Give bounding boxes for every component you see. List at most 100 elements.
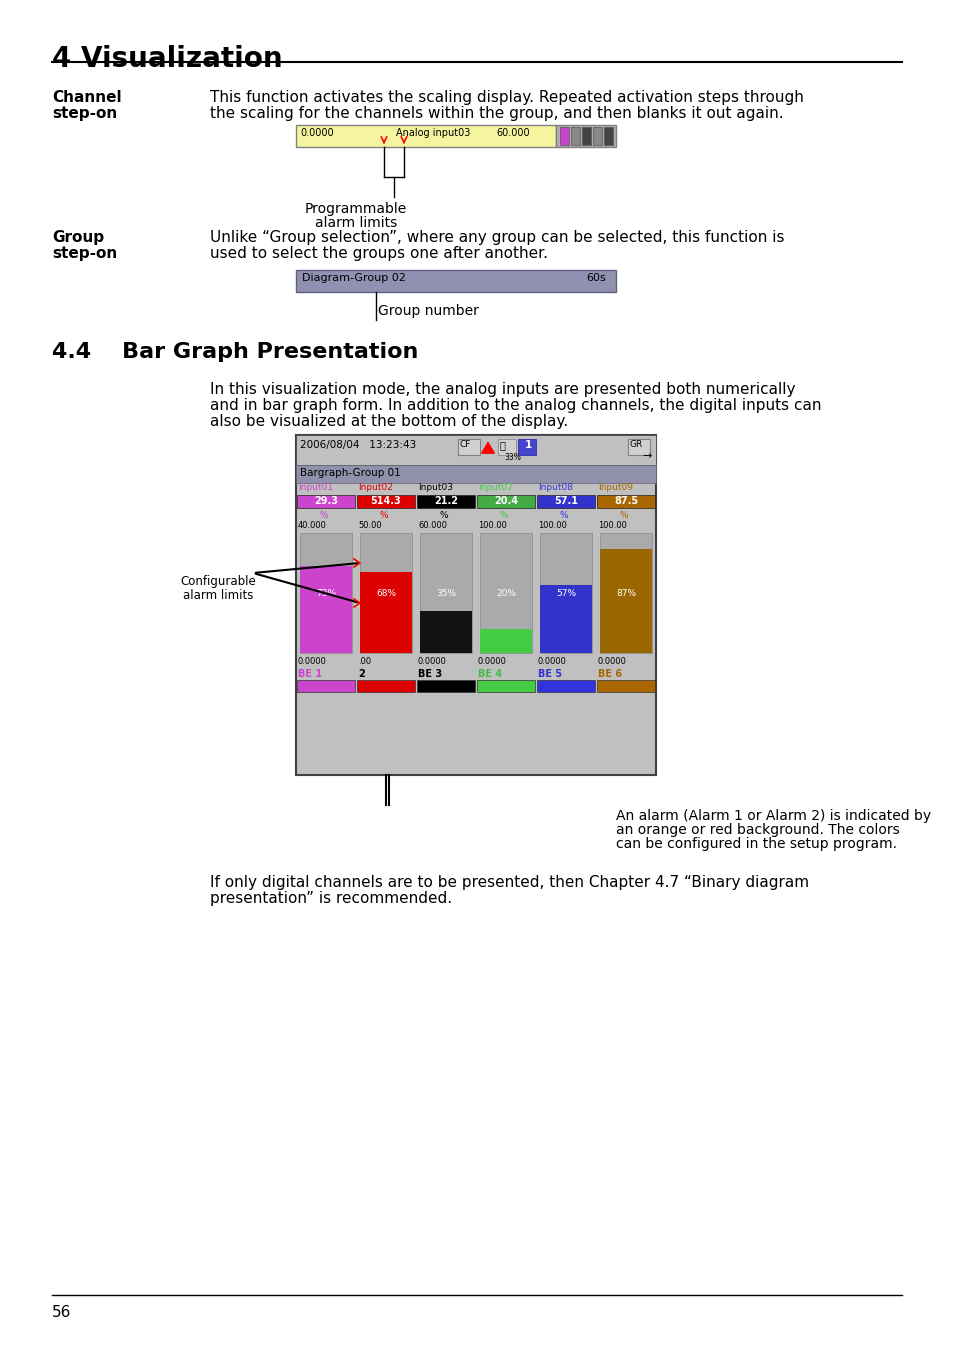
Text: Group: Group [52,230,104,244]
Text: →: → [641,451,651,460]
Text: %: % [559,512,568,520]
Bar [299,533,352,653]
Text: alarm limits: alarm limits [314,216,396,230]
Text: 0.0000: 0.0000 [417,657,446,666]
Text: BE 1: BE 1 [297,670,322,679]
Bar [476,680,535,693]
Text: 0.0000: 0.0000 [299,128,334,138]
Text: an orange or red background. The colors: an orange or red background. The colors [616,824,899,837]
Text: 514.3: 514.3 [370,495,401,506]
Bar [419,533,472,653]
Text: 60.000: 60.000 [496,128,529,138]
Text: 100.00: 100.00 [598,521,626,531]
Text: Input08: Input08 [537,483,573,491]
Text: .00: .00 [357,657,371,666]
Text: 60.000: 60.000 [417,521,447,531]
Bar [597,495,655,508]
Text: If only digital channels are to be presented, then Chapter 4.7 “Binary diagram: If only digital channels are to be prese… [210,875,808,890]
Text: 50.00: 50.00 [357,521,381,531]
Bar [571,127,579,144]
Text: Channel: Channel [52,90,121,105]
Text: 2006/08/04   13:23:43: 2006/08/04 13:23:43 [299,440,416,450]
Bar [627,439,649,455]
Text: step-on: step-on [52,107,117,122]
Text: 🔒: 🔒 [499,440,505,450]
Text: BE 5: BE 5 [537,670,561,679]
Bar [603,127,613,144]
Bar [559,127,568,144]
Bar [359,533,412,653]
Bar [593,127,601,144]
Bar [295,126,556,147]
Text: used to select the groups one after another.: used to select the groups one after anot… [210,246,547,261]
Text: 40.000: 40.000 [297,521,327,531]
Text: 57%: 57% [556,589,576,598]
Text: 68%: 68% [375,589,395,598]
Text: 29.3: 29.3 [314,495,337,506]
Text: An alarm (Alarm 1 or Alarm 2) is indicated by: An alarm (Alarm 1 or Alarm 2) is indicat… [616,809,930,824]
Bar [295,435,656,464]
Bar [296,495,355,508]
Bar [356,680,415,693]
Text: 4 Visualization: 4 Visualization [52,45,282,73]
Text: Input09: Input09 [598,483,633,491]
Text: 0.0000: 0.0000 [598,657,626,666]
Bar [416,680,475,693]
Text: BE 4: BE 4 [477,670,501,679]
Polygon shape [481,443,494,454]
Text: the scaling for the channels within the group, and then blanks it out again.: the scaling for the channels within the … [210,107,782,122]
Bar [599,549,651,653]
Text: BE 3: BE 3 [417,670,441,679]
Bar [479,533,532,653]
Text: also be visualized at the bottom of the display.: also be visualized at the bottom of the … [210,414,568,429]
Bar [295,435,656,775]
Text: 0.0000: 0.0000 [477,657,506,666]
Bar [457,439,479,455]
Text: 57.1: 57.1 [554,495,578,506]
Text: 1: 1 [524,440,532,450]
Text: %: % [619,512,628,520]
Text: 73%: 73% [315,589,335,598]
Text: 87%: 87% [616,589,636,598]
Text: presentation” is recommended.: presentation” is recommended. [210,891,452,906]
Bar [597,680,655,693]
Text: 2: 2 [357,670,364,679]
Text: 60s: 60s [585,273,605,284]
Text: 4.4    Bar Graph Presentation: 4.4 Bar Graph Presentation [52,342,418,362]
Bar [539,533,592,653]
Text: %: % [499,512,508,520]
Text: alarm limits: alarm limits [183,589,253,602]
Text: 0.0000: 0.0000 [297,657,327,666]
Bar [537,680,595,693]
Text: 100.00: 100.00 [537,521,566,531]
Text: 33%: 33% [503,454,520,462]
Text: BE 6: BE 6 [598,670,621,679]
Text: 87.5: 87.5 [614,495,638,506]
Bar [416,495,475,508]
Text: Group number: Group number [377,304,478,319]
Text: %: % [319,512,328,520]
Text: can be configured in the setup program.: can be configured in the setup program. [616,837,896,850]
Text: 56: 56 [52,1305,71,1320]
Text: Analog input03: Analog input03 [395,128,470,138]
Text: Bargraph-Group 01: Bargraph-Group 01 [299,468,400,478]
Bar [356,495,415,508]
Text: Programmable: Programmable [305,202,407,216]
Bar [359,572,412,653]
Text: 100.00: 100.00 [477,521,506,531]
Bar [497,439,516,455]
Text: Input01: Input01 [297,483,333,491]
Bar [419,612,472,653]
Bar [295,464,656,483]
Bar [476,495,535,508]
Bar [479,629,532,653]
Bar [517,439,536,455]
Text: Input03: Input03 [417,483,453,491]
Text: 20.4: 20.4 [494,495,517,506]
Bar [581,127,590,144]
Bar [537,495,595,508]
Text: In this visualization mode, the analog inputs are presented both numerically: In this visualization mode, the analog i… [210,382,795,397]
Text: 35%: 35% [436,589,456,598]
Bar [599,533,651,653]
Text: 0.0000: 0.0000 [537,657,566,666]
